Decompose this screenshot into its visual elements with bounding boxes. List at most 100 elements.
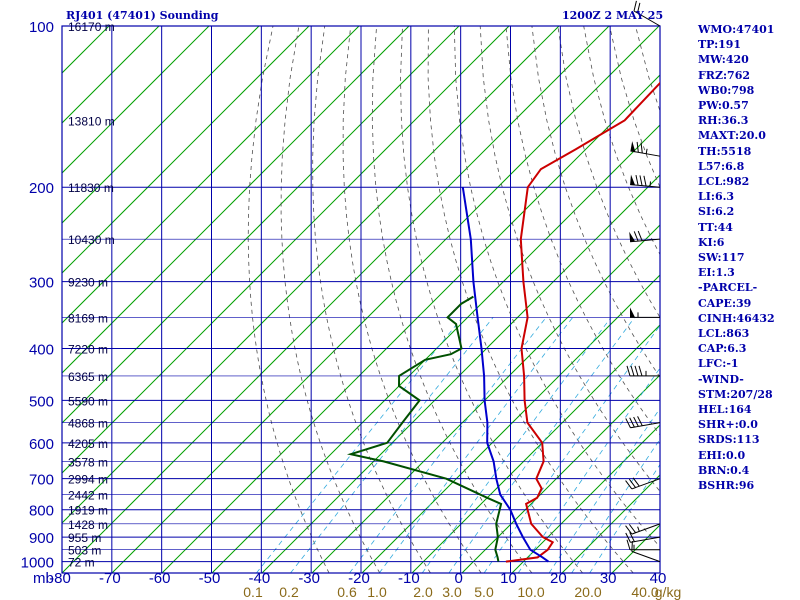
height-label: 3578 m (68, 455, 108, 469)
mixing-ratio-label: 40.0 (631, 584, 658, 600)
index-row: TH:5518 (698, 144, 752, 158)
height-label: 11830 m (68, 181, 114, 195)
dry-adiabat-line (371, 26, 533, 573)
index-row: HEL:164 (698, 403, 752, 417)
height-label: 16170 m (68, 20, 115, 34)
wind-barbs (625, 0, 661, 563)
isotherm-line (62, 26, 410, 374)
pressure-tick-label: 300 (29, 275, 54, 292)
wind-barb (626, 539, 660, 551)
index-row: MAXT:20.0 (698, 129, 766, 143)
isotherm-line (511, 424, 660, 573)
isotherm-line (411, 324, 660, 573)
wind-barb (625, 477, 661, 490)
isotherm-line (211, 124, 660, 573)
pressure-tick-label: 200 (29, 180, 54, 197)
dry-adiabat-line (247, 26, 330, 573)
wind-barb (631, 540, 661, 563)
mixing-ratio-label: 0.1 (243, 584, 263, 600)
index-row: FRZ:762 (698, 68, 751, 82)
mixing-ratio-label: 10.0 (517, 584, 544, 600)
index-row: CAP:6.3 (698, 342, 747, 356)
index-row: -WIND- (698, 372, 744, 386)
plot-border (61, 25, 661, 574)
pressure-tick-label: 1000 (21, 555, 54, 572)
temperature-tick-label: -80 (49, 570, 71, 587)
pressure-tick-label: 700 (29, 472, 54, 489)
isotherm-line (62, 26, 610, 573)
isotherm-line (62, 26, 210, 174)
indices-panel: WMO:47401 TP:191 MW:420 FRZ:762 WB0:798 PW:0.… (698, 22, 798, 493)
isotherm-line (62, 26, 260, 224)
mixing-ratio-label: 20.0 (574, 584, 601, 600)
index-row: BRN:0.4 (698, 463, 750, 477)
mixing-ratio-lines (256, 317, 660, 573)
isotherm-line (62, 26, 510, 474)
wind-barb (630, 174, 661, 188)
index-row: TP:191 (698, 38, 742, 52)
index-row: PW:0.57 (698, 99, 749, 113)
index-row: KI:6 (698, 235, 725, 249)
temperature-trace (505, 81, 660, 563)
index-row: LI:6.3 (698, 190, 735, 204)
index-row: LFC:-1 (698, 357, 739, 371)
height-label: 503 m (68, 544, 101, 558)
height-label: 7220 m (68, 342, 108, 356)
height-label: 2442 m (68, 489, 108, 503)
mixing-ratio-label: 1.0 (367, 584, 387, 600)
wind-barb (630, 141, 661, 157)
pressure-tick-label: 100 (29, 19, 54, 36)
isotherm-line (0, 26, 59, 573)
temperature-tick-label: -10 (398, 570, 420, 587)
index-row: LCL:863 (698, 327, 750, 341)
mixing-ratio-label: 0.2 (279, 584, 299, 600)
height-label: 13810 m (68, 114, 115, 128)
mixing-ratio-label: g/kg (655, 584, 681, 600)
wind-barb (626, 365, 660, 377)
height-label: 72 m (68, 556, 95, 570)
temperature-tick-label: -20 (348, 570, 370, 587)
temperature-tick-label: -50 (199, 570, 221, 587)
pressure-tick-label: 400 (29, 341, 54, 358)
index-row: RH:36.3 (698, 114, 749, 128)
wind-barb (625, 532, 661, 543)
index-row: CAPE:39 (698, 296, 752, 310)
mixing-ratio-labels: 0.1 0.2 0.6 1.0 2.0 3.0 5.0 10.0 20.0 40.0g/kg (243, 584, 681, 600)
isotherm-line (161, 74, 660, 573)
index-row: TT:44 (698, 220, 733, 234)
temperature-tick-label: 0 (454, 570, 462, 587)
wind-barb (629, 230, 661, 243)
isotherm-line (62, 26, 160, 124)
y-axis-unit-label: mb (33, 570, 54, 587)
pressure-tick-labels: 100 200 300 400 500 600 700 800 900 1000 (21, 19, 54, 572)
index-row: SHR+:0.0 (698, 418, 758, 432)
index-row: MW:420 (698, 53, 749, 67)
height-labels: 16170 m 13810 m 11830 m 10430 m 9230 m 8169 m… (68, 20, 115, 570)
temperature-tick-label: 20 (550, 570, 567, 587)
height-label: 6365 m (68, 370, 108, 384)
temperature-tick-label: -30 (298, 570, 320, 587)
pressure-tick-label: 600 (29, 436, 54, 453)
dry-adiabat-line (400, 26, 583, 573)
height-label: 2994 m (68, 473, 108, 487)
wind-barb (625, 416, 661, 429)
isotherm-line (111, 26, 660, 573)
dry-adiabat-line (342, 26, 482, 573)
index-row: SI:6.2 (698, 205, 735, 219)
index-row: LCL:982 (698, 175, 750, 189)
pressure-tick-label: 900 (29, 530, 54, 547)
mixing-ratio-line (290, 317, 494, 573)
temperature-tick-labels: -80 -70 -60 -50 -40 -30 -20 -10 0 10 20 30 40 (49, 570, 666, 587)
height-label: 1428 m (68, 518, 108, 532)
isotherm-line (461, 374, 660, 573)
height-label: 955 m (68, 531, 101, 545)
height-label: 4205 m (68, 437, 108, 451)
isotherm-line (62, 26, 360, 324)
isotherm-line (62, 26, 560, 524)
dewpoint-trace (346, 295, 503, 562)
index-row: EI:1.3 (698, 266, 735, 280)
chart-time: 1200Z 2 MAY 25 (562, 9, 664, 22)
dry-adiabat-line (453, 26, 660, 548)
wind-barb (625, 523, 661, 535)
isotherm-line (561, 474, 660, 573)
